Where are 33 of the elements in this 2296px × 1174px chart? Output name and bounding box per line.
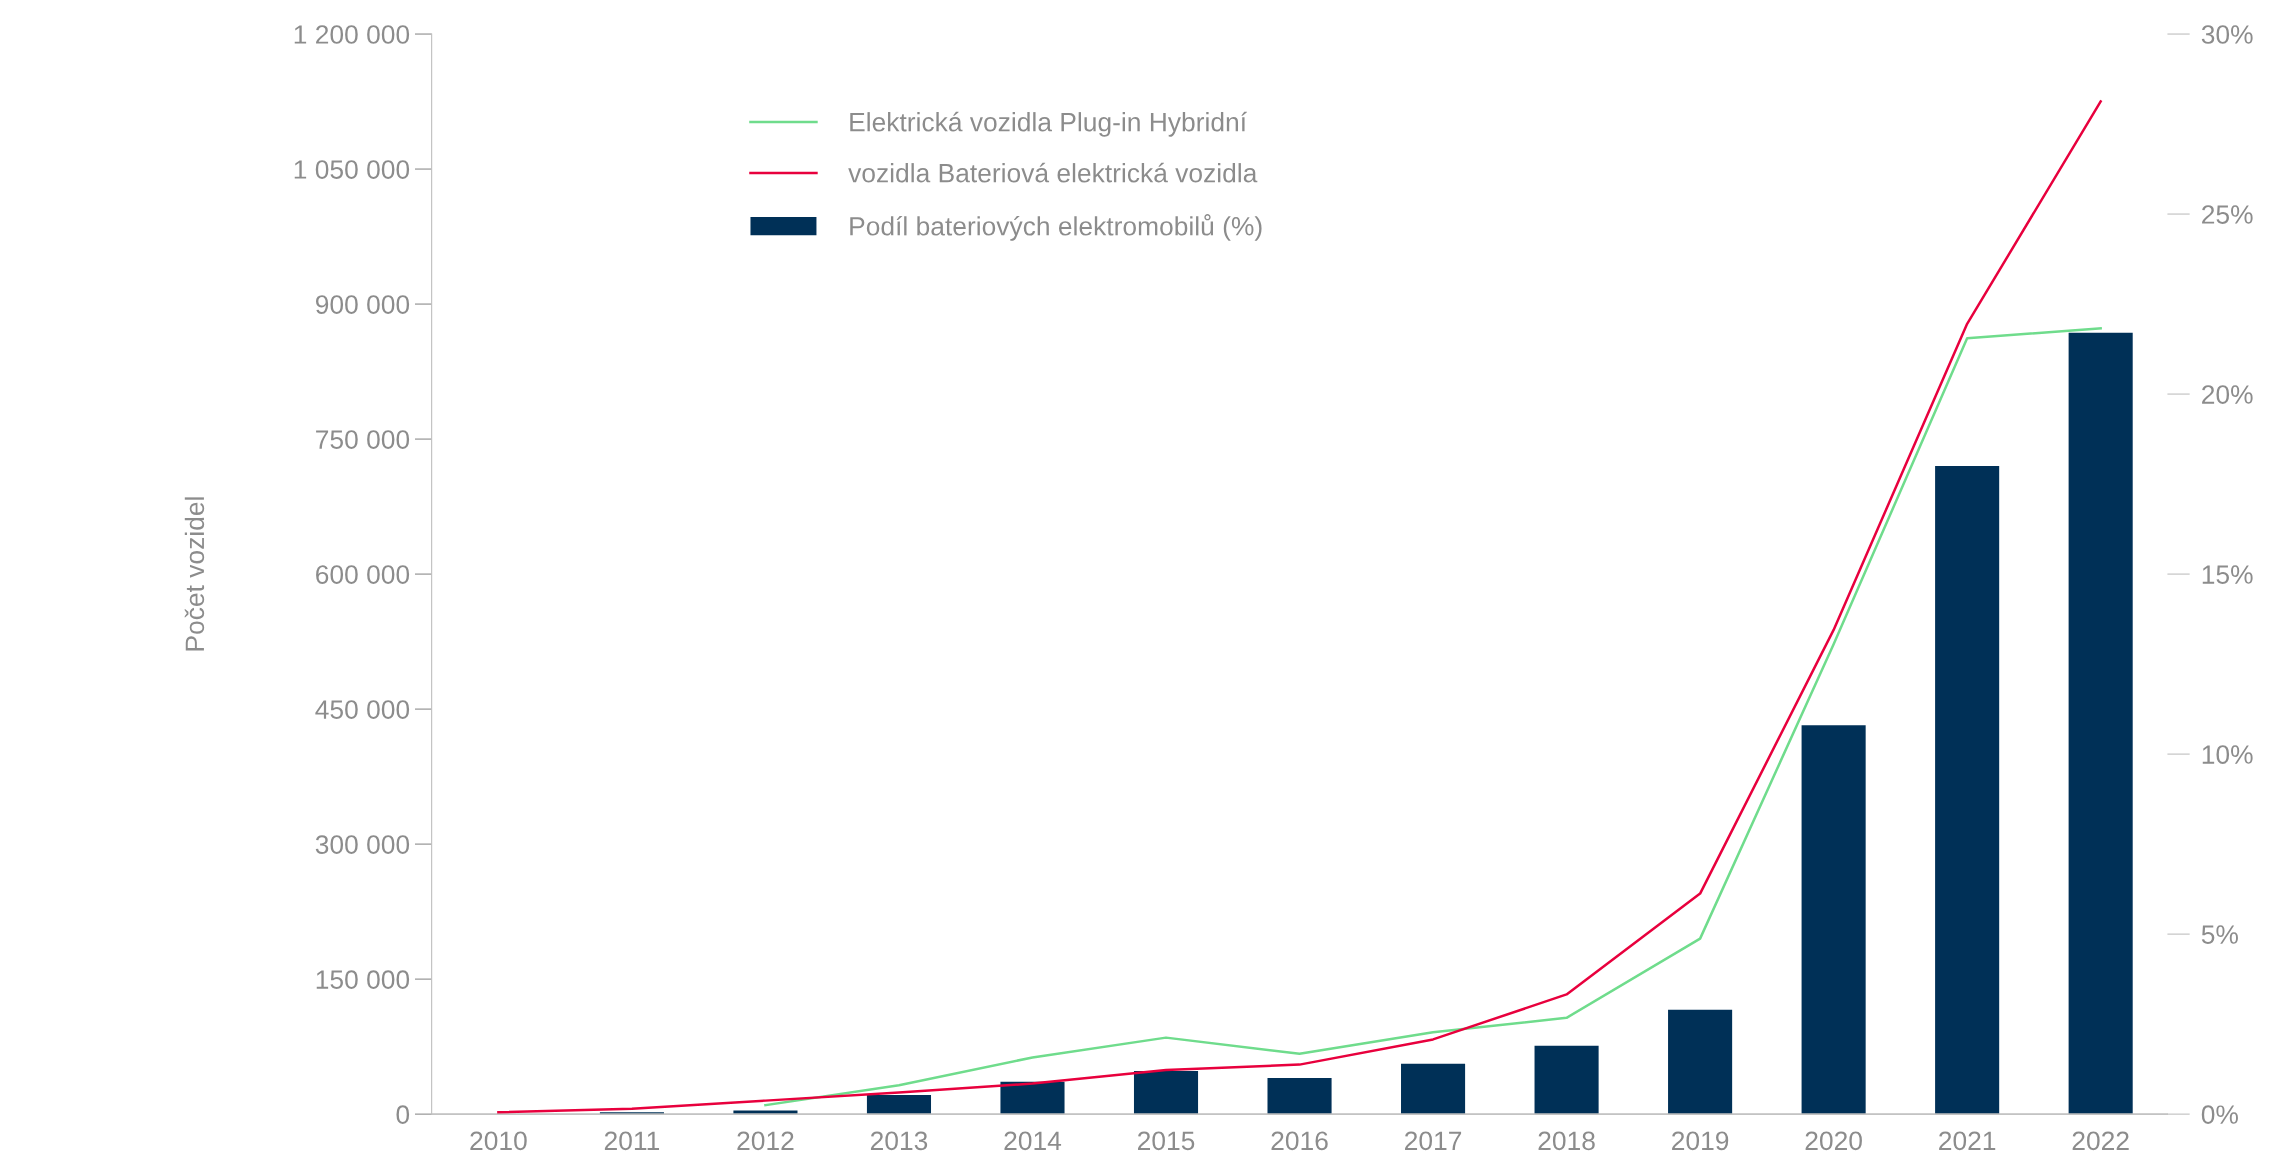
x-tick-label: 2014 [1004,1131,1062,1151]
x-tick-label: 2010 [470,1131,527,1151]
y-tick-label: 450 000 [315,700,410,719]
y2-tick-label: 20% [2202,385,2253,404]
y2-tick-label: 15% [2202,565,2253,584]
y-tick-label: 300 000 [315,835,410,854]
y-tick-label: 150 000 [316,970,410,989]
x-tick-label: 2019 [1672,1131,1729,1151]
y-axis-title: Počet vozidel [184,497,205,651]
y2-tick-label: 25% [2202,205,2253,224]
legend-label: Podíl bateriových elektromobilů (%) [850,214,1262,241]
y2-tick-label: 10% [2202,745,2253,764]
y-tick-label: 750 000 [316,430,410,449]
x-tick-label: 2020 [1805,1131,1862,1151]
x-tick-label: 2017 [1405,1131,1462,1151]
y-tick-label: 0 [396,1105,410,1124]
legend-label: Elektrická vozidla Plug-in Hybridní [850,111,1247,137]
x-tick-label: 2015 [1137,1131,1195,1151]
x-tick-label: 2021 [1939,1131,1996,1151]
x-tick-label: 2013 [870,1131,928,1151]
legend-label: vozidla Bateriová elektrická vozidla [848,162,1258,183]
x-tick-label: 2018 [1538,1131,1595,1151]
x-tick-label: 2011 [604,1131,660,1151]
x-tick-label: 2012 [737,1131,794,1151]
y-tick-label: 1 200 000 [294,25,410,44]
x-tick-label: 2022 [2072,1131,2129,1151]
x-tick-label: 2016 [1271,1131,1328,1151]
y2-tick-label: 0% [2201,1105,2238,1124]
y-tick-label: 600 000 [316,565,410,584]
y-tick-label: 1 050 000 [294,160,410,179]
y-tick-label: 900 000 [315,295,410,314]
y2-tick-label: 5% [2201,925,2238,944]
y2-tick-label: 30% [2201,25,2253,44]
